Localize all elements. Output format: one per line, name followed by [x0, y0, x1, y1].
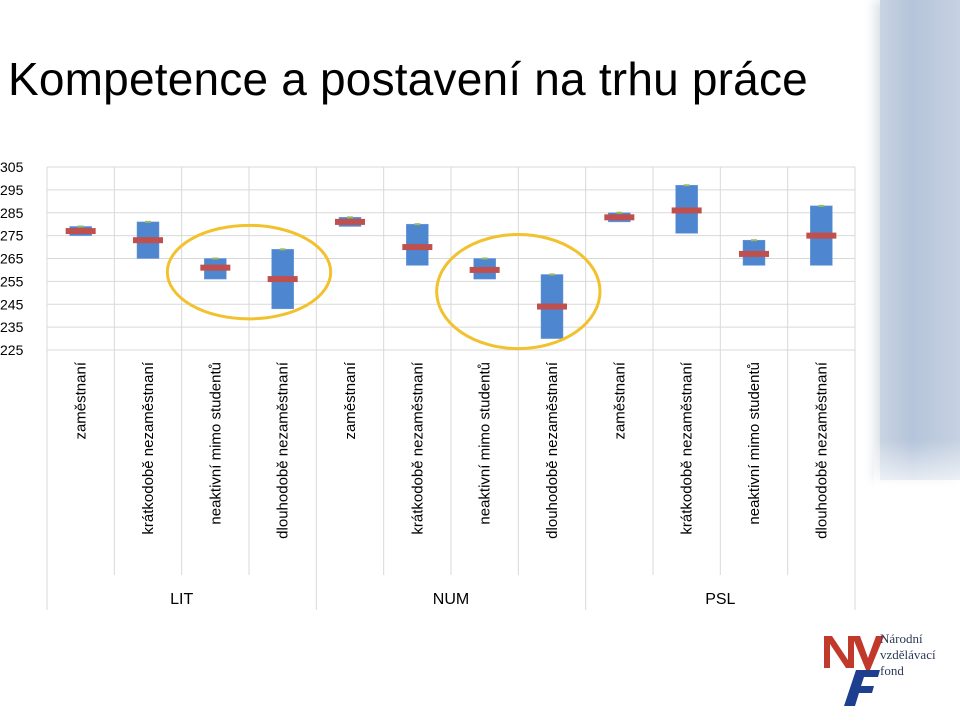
median-marker: [469, 266, 500, 273]
median-marker: [604, 214, 635, 221]
median-marker: [671, 207, 702, 214]
logo-line-1: Národní: [880, 631, 923, 646]
category-label: zaměstnaní: [342, 361, 359, 439]
category-label: dlouhodobě nezaměstnaní: [275, 361, 292, 539]
y-tick-label: 285: [0, 205, 24, 221]
side-decoration-fade: [874, 440, 960, 500]
highlight-ellipse: [435, 233, 602, 351]
logo-line-3: fond: [880, 663, 904, 678]
y-tick-label: 265: [0, 251, 24, 267]
median-marker: [402, 244, 433, 251]
category-label: krátkodobě nezaměstnaní: [679, 361, 696, 534]
y-tick-label: 235: [0, 319, 24, 335]
category-label: krátkodobě nezaměstnaní: [409, 361, 426, 534]
category-label: neaktivní mimo studentů: [207, 362, 224, 525]
group-label: NUM: [433, 591, 469, 608]
y-tick-label: 295: [0, 182, 24, 198]
slide-title: Kompetence a postavení na trhu práce: [8, 53, 808, 105]
highlight-ellipse: [165, 223, 333, 321]
median-marker: [267, 276, 298, 283]
category-label: dlouhodobě nezaměstnaní: [544, 361, 561, 539]
y-tick-label: 255: [0, 273, 24, 289]
bars-layer: [65, 184, 837, 339]
nvf-logo-icon: [824, 636, 884, 706]
logo-line-2: vzdělávací: [880, 647, 936, 662]
category-label: dlouhodobě nezaměstnaní: [813, 361, 830, 539]
median-marker: [806, 232, 837, 239]
category-label: zaměstnaní: [611, 361, 628, 439]
category-label: neaktivní mimo studentů: [477, 362, 494, 525]
labels-layer: 305 295 285 275 265 255 245 235 225 zaměstnaní krá…: [0, 159, 830, 608]
median-marker: [65, 228, 96, 235]
y-tick-label: 225: [0, 342, 24, 358]
grid-layer: [46, 166, 856, 610]
y-tick-label: 275: [0, 228, 24, 244]
median-marker: [133, 237, 163, 244]
category-label: zaměstnaní: [73, 361, 90, 439]
y-tick-label: 245: [0, 296, 24, 312]
logo-text: Národní vzdělávací fond: [880, 631, 936, 679]
median-marker: [200, 264, 231, 271]
group-label: LIT: [170, 591, 193, 608]
median-marker: [537, 303, 567, 310]
y-tick-label: 305: [0, 159, 24, 175]
category-label: neaktivní mimo studentů: [746, 362, 763, 525]
category-label: krátkodobě nezaměstnaní: [140, 361, 157, 534]
group-label: PSL: [705, 591, 735, 608]
side-decoration-panel: [880, 0, 960, 480]
highlight-layer: [165, 223, 602, 351]
median-marker: [335, 218, 365, 225]
median-marker: [739, 250, 769, 257]
